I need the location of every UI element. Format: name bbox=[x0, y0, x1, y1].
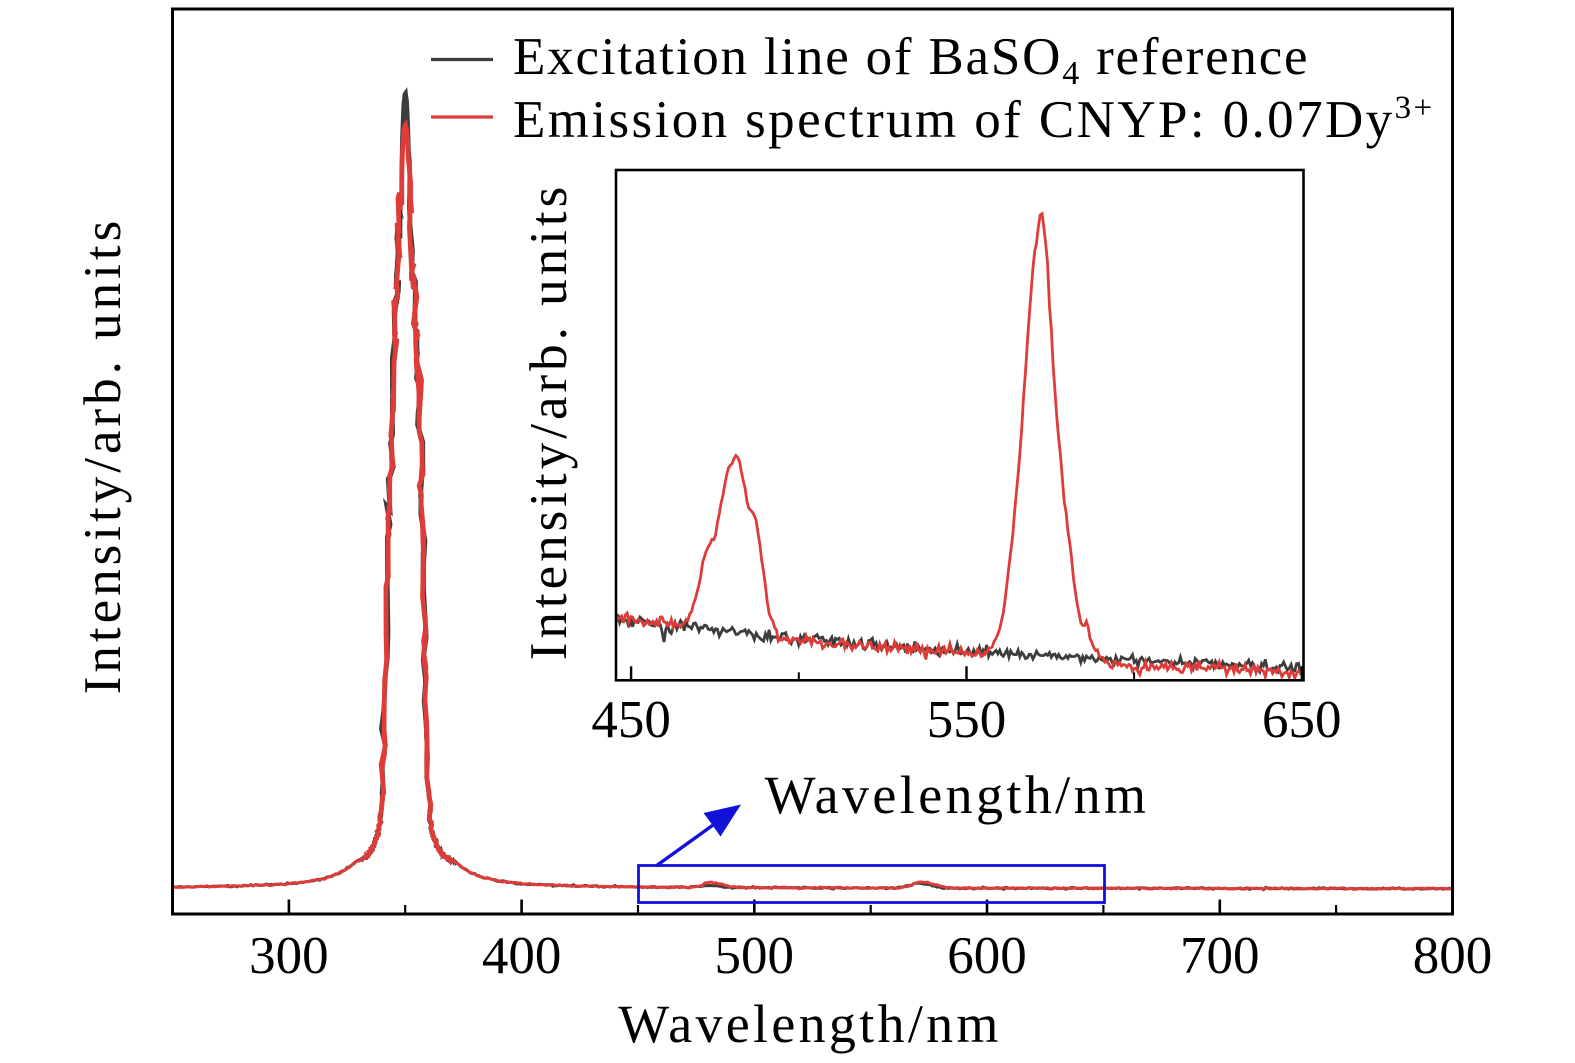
svg-text:300: 300 bbox=[249, 927, 329, 985]
svg-text:650: 650 bbox=[1262, 691, 1342, 749]
svg-text:400: 400 bbox=[482, 927, 562, 985]
svg-text:450: 450 bbox=[591, 691, 671, 749]
svg-text:Intensity/arb. units: Intensity/arb. units bbox=[520, 183, 578, 660]
svg-text:550: 550 bbox=[927, 691, 1007, 749]
svg-text:800: 800 bbox=[1413, 927, 1493, 985]
svg-text:Intensity/arb. units: Intensity/arb. units bbox=[74, 217, 132, 694]
svg-text:Excitation line of BaSO4 refer: Excitation line of BaSO4 reference bbox=[513, 28, 1309, 92]
svg-text:500: 500 bbox=[715, 927, 795, 985]
svg-text:Emission spectrum of CNYP: 0.0: Emission spectrum of CNYP: 0.07Dy3+ bbox=[513, 90, 1434, 149]
svg-text:Wavelength/nm: Wavelength/nm bbox=[618, 994, 1001, 1054]
svg-text:700: 700 bbox=[1180, 927, 1260, 985]
svg-text:Wavelength/nm: Wavelength/nm bbox=[765, 765, 1150, 825]
svg-text:600: 600 bbox=[947, 927, 1027, 985]
